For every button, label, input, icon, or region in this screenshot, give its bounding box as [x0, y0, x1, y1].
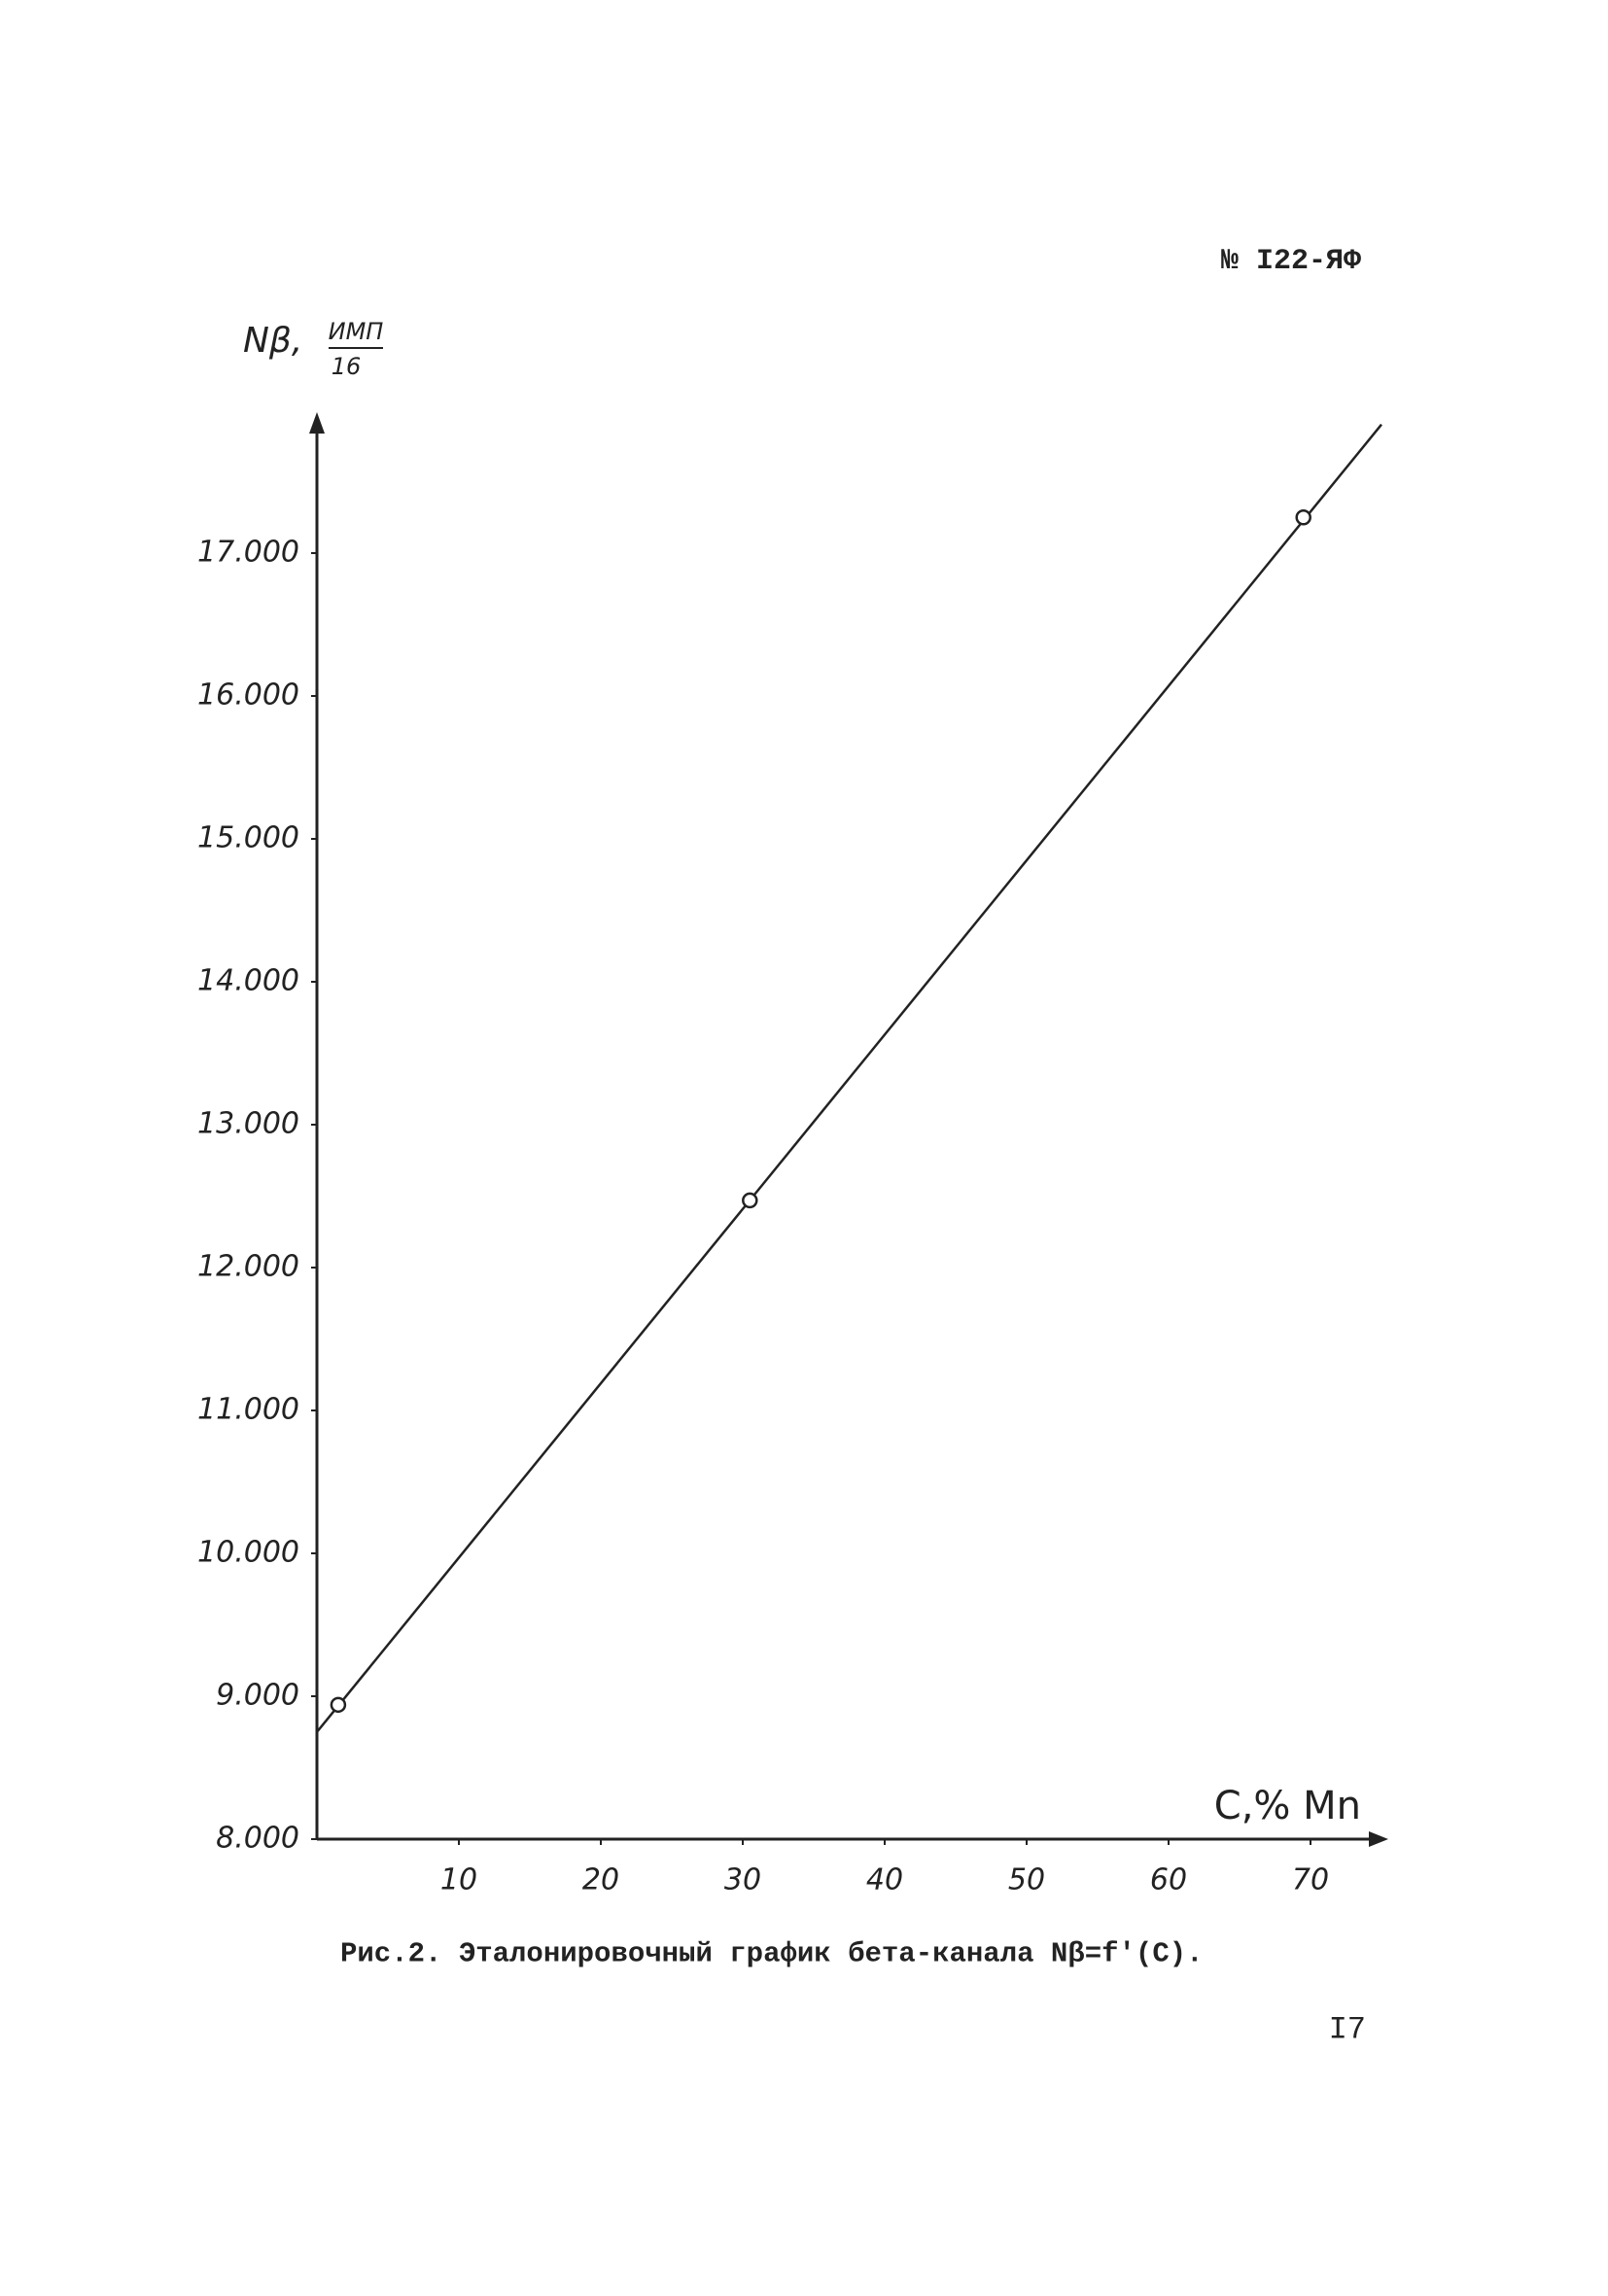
x-tick-label: 20 [582, 1863, 619, 1897]
y-tick-label: 16.000 [197, 678, 299, 713]
data-point [742, 1192, 758, 1209]
y-tick-label: 15.000 [197, 821, 299, 855]
y-tick-label: 8.000 [216, 1822, 299, 1856]
x-tick-label: 70 [1292, 1863, 1329, 1897]
x-tick-label: 40 [866, 1863, 903, 1897]
y-label: Nβ, [243, 321, 302, 361]
x-arrow [1369, 1831, 1388, 1847]
fit-line [316, 423, 1382, 1733]
data-point [1295, 509, 1311, 526]
y-tick-label: 17.000 [197, 536, 299, 570]
y-arrow [309, 412, 325, 434]
y-unit-denominator: 16 [332, 353, 362, 380]
y-tick-label: 14.000 [197, 964, 299, 998]
y-tick-label: 11.000 [197, 1393, 299, 1427]
page-number: I7 [1329, 2011, 1366, 2047]
x-label: C,% Mn [1214, 1784, 1361, 1828]
doc-number: № I22-ЯФ [1221, 245, 1361, 278]
x-tick-label: 10 [440, 1863, 477, 1897]
x-tick-label: 60 [1150, 1863, 1187, 1897]
y-tick-label: 13.000 [197, 1107, 299, 1141]
x-tick-label: 30 [724, 1863, 761, 1897]
caption: Рис.2. Эталонировочный график бета-канал… [340, 1938, 1204, 1970]
y-unit-numerator: ИМП [329, 318, 384, 345]
data-point [330, 1696, 347, 1714]
y-tick-label: 9.000 [216, 1679, 299, 1713]
x-tick-label: 50 [1008, 1863, 1045, 1897]
y-tick-label: 12.000 [197, 1250, 299, 1284]
y-tick-label: 10.000 [197, 1536, 299, 1570]
